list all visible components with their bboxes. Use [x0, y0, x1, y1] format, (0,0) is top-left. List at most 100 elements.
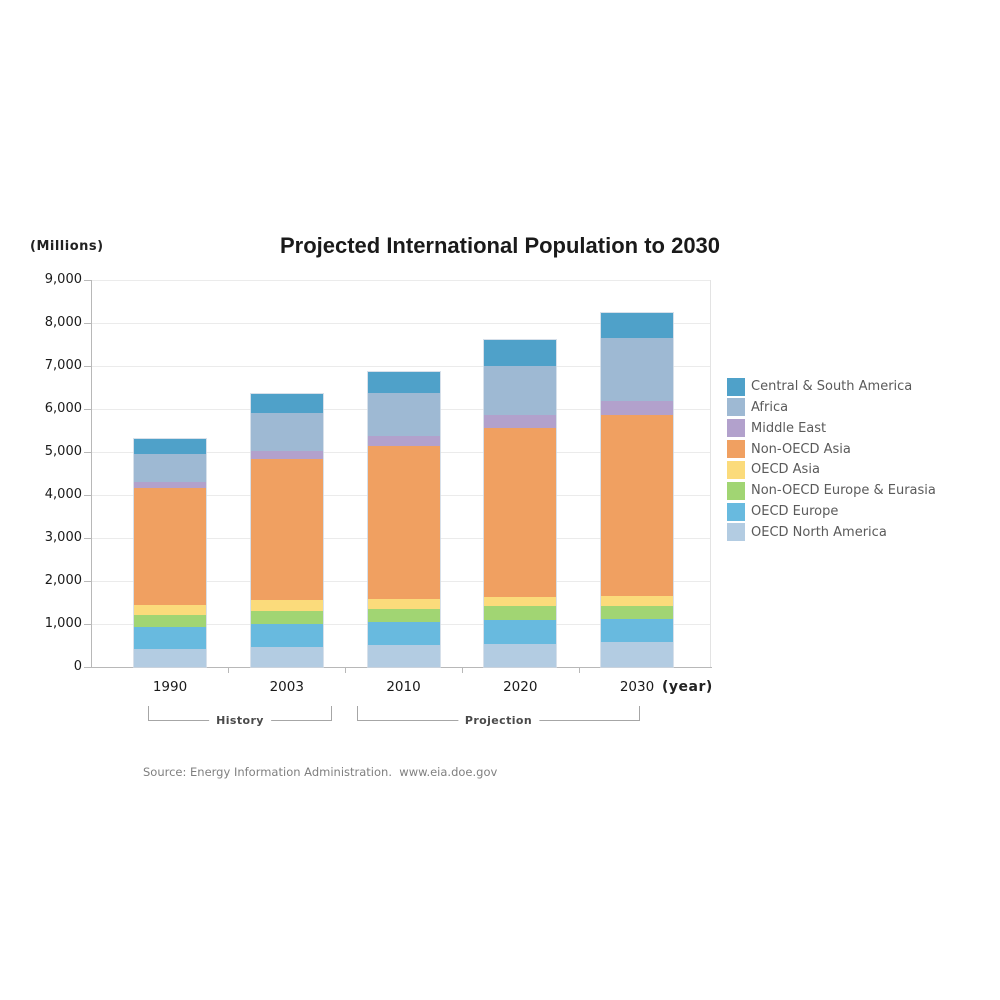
x-category-label: 2030 [619, 679, 655, 695]
y-tick-label: 1,000 [44, 616, 82, 631]
bar-segment [134, 439, 206, 455]
legend-swatch [727, 502, 745, 521]
legend-swatch [727, 398, 745, 417]
y-axis-tick [84, 538, 91, 539]
bar-segment [484, 597, 557, 607]
legend-label: Africa [751, 399, 789, 415]
bar-segment [484, 427, 557, 598]
legend-label: OECD North America [751, 524, 887, 540]
y-tick-label: 4,000 [44, 487, 82, 502]
bar-segment [601, 596, 673, 606]
bar-segment [250, 458, 323, 601]
legend-item: Non-OECD Asia [727, 440, 851, 459]
bar-segment [601, 642, 673, 667]
bar-segment [250, 610, 323, 624]
legend-item: Middle East [727, 419, 826, 438]
x-category-label: 1990 [152, 679, 188, 695]
bar-segment [484, 606, 557, 621]
stacked-bar-2030 [601, 313, 673, 667]
bar-segment [484, 643, 557, 667]
bar-segment [367, 371, 440, 393]
bar-segment [367, 622, 440, 646]
bar-segment [601, 401, 673, 415]
bar-segment [250, 412, 323, 451]
bar-segment [484, 620, 557, 644]
legend-item: Africa [727, 398, 788, 417]
plot-area [92, 280, 710, 667]
bar-segment [601, 618, 673, 643]
bar-segment [250, 600, 323, 611]
plot-border [710, 280, 711, 667]
y-tick-label: 8,000 [44, 315, 82, 330]
x-category-label: 2003 [269, 679, 304, 695]
legend-label: Non-OECD Europe & Eurasia [751, 483, 936, 499]
stacked-bar-2020 [484, 340, 557, 667]
bar-segment [601, 605, 673, 619]
bar-segment [367, 392, 440, 437]
projection-bracket: Projection [357, 706, 640, 727]
y-axis-tick [84, 323, 91, 324]
gridline [92, 366, 710, 367]
y-tick-label: 3,000 [44, 530, 82, 545]
legend-swatch [727, 523, 745, 542]
legend-label: OECD Asia [751, 462, 820, 478]
y-axis-tick [84, 667, 91, 668]
y-tick-label: 2,000 [44, 573, 82, 588]
bar-segment [134, 487, 206, 605]
legend-item: OECD Asia [727, 460, 820, 479]
y-axis-tick [84, 581, 91, 582]
bar-segment [250, 394, 323, 413]
x-category-label: 2020 [503, 679, 538, 695]
legend-label: Middle East [751, 420, 827, 436]
y-axis-tick [84, 280, 91, 281]
x-category-label: 2010 [386, 679, 421, 695]
legend-label: Non-OECD Asia [751, 441, 851, 457]
y-tick-label: 9,000 [44, 272, 82, 287]
bar-segment [134, 649, 206, 667]
y-axis-tick [84, 452, 91, 453]
legend-item: Central & South America [727, 377, 912, 396]
bar-segment [601, 313, 673, 339]
y-tick-label: 0 [73, 659, 82, 674]
y-axis-tick [84, 366, 91, 367]
bar-segment [134, 454, 206, 482]
bar-segment [250, 624, 323, 648]
y-tick-label: 7,000 [44, 358, 82, 373]
x-axis-tick [345, 667, 347, 673]
y-axis-line [91, 280, 92, 668]
bar-segment [367, 608, 440, 623]
bar-segment [601, 338, 673, 402]
stacked-bar-2003 [250, 394, 323, 667]
bar-segment [134, 614, 206, 628]
gridline [92, 280, 710, 281]
bar-segment [367, 436, 440, 446]
legend-item: OECD North America [727, 523, 887, 542]
bar-segment [367, 445, 440, 600]
bar-segment [601, 414, 673, 597]
bar-segment [484, 415, 557, 428]
legend-swatch [727, 377, 745, 396]
legend-label: OECD Europe [751, 504, 839, 520]
bar-segment [484, 340, 557, 366]
bar-segment [134, 481, 206, 488]
x-axis-tick [578, 667, 580, 673]
x-axis-tick [461, 667, 463, 673]
history-bracket: History [148, 706, 332, 727]
y-tick-label: 5,000 [44, 444, 82, 459]
bar-segment [250, 450, 323, 459]
legend-swatch [727, 419, 745, 438]
source-note: Source: Energy Information Administratio… [143, 765, 498, 779]
legend-item: OECD Europe [727, 502, 838, 521]
y-axis-tick [84, 624, 91, 625]
x-axis-unit-label: (year) [662, 679, 713, 695]
chart-title: Projected International Population to 20… [279, 233, 721, 258]
stacked-bar-2010 [367, 371, 440, 667]
y-axis-unit-label: (Millions) [30, 239, 104, 254]
y-axis-tick [84, 495, 91, 496]
bar-segment [134, 627, 206, 650]
stacked-bar-1990 [134, 439, 206, 667]
y-axis-tick [84, 409, 91, 410]
x-axis-tick [228, 667, 230, 673]
legend-swatch [727, 460, 745, 479]
bar-segment [134, 604, 206, 615]
